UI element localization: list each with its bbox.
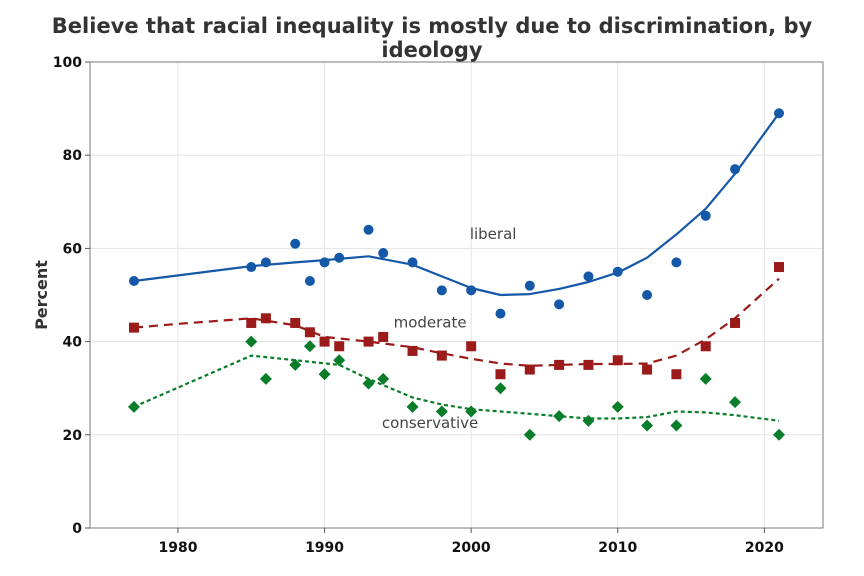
y-tick-label-20: 20 bbox=[63, 428, 83, 444]
moderate-point-1986 bbox=[260, 313, 271, 324]
liberal-point-1990 bbox=[319, 257, 330, 268]
conservative-point-2021 bbox=[773, 428, 786, 441]
moderate-point-2018 bbox=[730, 317, 741, 328]
conservative-point-1985 bbox=[245, 335, 258, 348]
y-tick-label-80: 80 bbox=[63, 148, 83, 164]
liberal-point-2018 bbox=[730, 164, 741, 175]
y-tick-label-60: 60 bbox=[63, 241, 83, 257]
conservative-point-2008 bbox=[582, 414, 595, 427]
liberal-point-2000 bbox=[466, 285, 477, 296]
liberal-point-2002 bbox=[495, 308, 506, 319]
moderate-point-2014 bbox=[671, 369, 682, 380]
conservative-point-1996 bbox=[406, 400, 419, 413]
moderate-label: moderate bbox=[394, 314, 467, 332]
moderate-point-2002 bbox=[495, 369, 506, 380]
conservative-point-2018 bbox=[729, 396, 742, 409]
liberal-trend-line bbox=[133, 112, 780, 297]
moderate-point-2016 bbox=[700, 341, 711, 352]
moderate-point-2006 bbox=[554, 359, 565, 370]
conservative-point-1977 bbox=[127, 400, 140, 413]
moderate-point-1994 bbox=[378, 331, 389, 342]
liberal-label: liberal bbox=[470, 225, 517, 243]
y-axis-title: Percent bbox=[32, 260, 51, 330]
conservative-point-1990 bbox=[318, 368, 331, 381]
moderate-point-1996 bbox=[407, 345, 418, 356]
liberal-point-1996 bbox=[407, 257, 418, 268]
x-tick-label-2010: 2010 bbox=[598, 540, 637, 556]
y-axis: 0 20 40 60 80 100 bbox=[53, 55, 90, 537]
moderate-point-2008 bbox=[583, 359, 594, 370]
chart-title: Believe that racial inequality is mostly… bbox=[51, 14, 813, 62]
conservative-point-1998 bbox=[435, 405, 448, 418]
liberal-point-2021 bbox=[774, 108, 785, 119]
liberal-point-1994 bbox=[378, 248, 389, 259]
data-points bbox=[127, 108, 786, 441]
moderate-point-1989 bbox=[304, 327, 315, 338]
moderate-trend-line bbox=[133, 277, 780, 367]
x-tick-label-1980: 1980 bbox=[158, 540, 197, 556]
x-axis: 1980 1990 2000 2010 2020 bbox=[158, 528, 784, 556]
liberal-point-1998 bbox=[436, 285, 447, 296]
conservative-point-1986 bbox=[259, 372, 272, 385]
conservative-point-2000 bbox=[465, 405, 478, 418]
moderate-point-1977 bbox=[128, 322, 139, 333]
liberal-point-1989 bbox=[304, 276, 315, 287]
conservative-point-1994 bbox=[377, 372, 390, 385]
liberal-point-2010 bbox=[612, 266, 623, 277]
conservative-label: conservative bbox=[382, 414, 478, 432]
liberal-point-1986 bbox=[260, 257, 271, 268]
conservative-point-2002 bbox=[494, 382, 507, 395]
conservative-point-2014 bbox=[670, 419, 683, 432]
conservative-point-2016 bbox=[699, 372, 712, 385]
liberal-point-1993 bbox=[363, 224, 374, 235]
moderate-point-2010 bbox=[612, 355, 623, 366]
moderate-point-1990 bbox=[319, 336, 330, 347]
y-tick-label-0: 0 bbox=[72, 521, 82, 537]
conservative-point-1991 bbox=[333, 354, 346, 367]
moderate-point-1985 bbox=[246, 317, 257, 328]
y-tick-label-100: 100 bbox=[53, 55, 82, 71]
conservative-point-2006 bbox=[553, 410, 566, 423]
liberal-point-2012 bbox=[642, 290, 653, 300]
conservative-point-2012 bbox=[641, 419, 654, 432]
liberal-point-2014 bbox=[671, 257, 682, 268]
liberal-point-1985 bbox=[246, 262, 257, 273]
series-labels: liberal moderate conservative bbox=[382, 225, 517, 432]
liberal-point-2008 bbox=[583, 271, 594, 282]
moderate-point-1988 bbox=[290, 317, 301, 328]
conservative-point-2010 bbox=[611, 400, 624, 413]
y-tick-label-40: 40 bbox=[63, 335, 83, 351]
conservative-point-1989 bbox=[303, 340, 316, 353]
liberal-point-2004 bbox=[524, 280, 535, 291]
moderate-point-1993 bbox=[363, 336, 374, 347]
plot-frame bbox=[89, 61, 824, 529]
moderate-point-2021 bbox=[774, 262, 785, 273]
conservative-point-1993 bbox=[362, 377, 375, 390]
conservative-point-1988 bbox=[289, 358, 302, 371]
x-tick-label-2000: 2000 bbox=[452, 540, 491, 556]
moderate-point-2004 bbox=[524, 364, 535, 375]
moderate-point-2000 bbox=[466, 341, 477, 352]
moderate-point-1998 bbox=[436, 350, 447, 361]
liberal-point-1991 bbox=[334, 252, 345, 263]
trend-lines bbox=[133, 112, 780, 422]
x-tick-label-1990: 1990 bbox=[305, 540, 344, 556]
conservative-trend-line bbox=[133, 354, 780, 422]
liberal-point-1977 bbox=[128, 276, 139, 287]
x-tick-label-2020: 2020 bbox=[745, 540, 784, 556]
liberal-point-1988 bbox=[290, 238, 301, 249]
gridlines bbox=[90, 62, 823, 528]
liberal-point-2016 bbox=[700, 210, 711, 221]
moderate-point-2012 bbox=[642, 364, 653, 375]
moderate-point-1991 bbox=[334, 341, 345, 352]
conservative-point-2004 bbox=[523, 428, 536, 441]
liberal-point-2006 bbox=[554, 299, 565, 310]
